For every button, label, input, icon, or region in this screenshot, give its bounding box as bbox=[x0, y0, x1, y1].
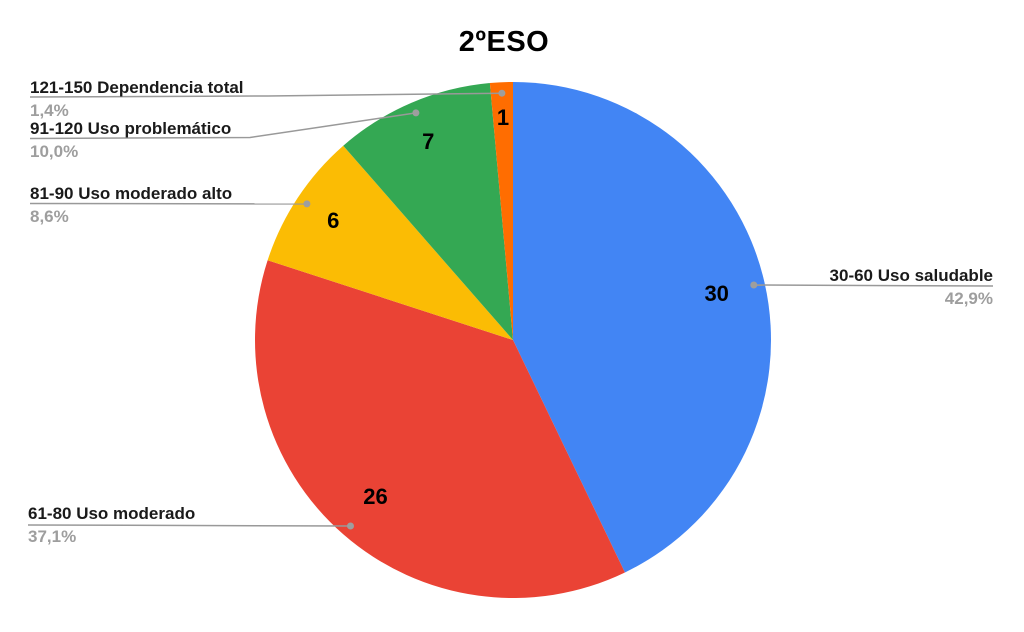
callout-uso-moderado-alto: 81-90 Uso moderado alto 8,6% bbox=[30, 184, 232, 227]
leader-dot-3 bbox=[412, 109, 420, 117]
slice-value: 6 bbox=[327, 208, 340, 234]
chart-title: 2ºESO bbox=[458, 26, 550, 58]
slice-percent: 10,0% bbox=[30, 142, 79, 161]
leader-line-4 bbox=[29, 92, 502, 98]
callout-uso-saludable: 30-60 Uso saludable 42,9% bbox=[830, 266, 993, 309]
leader-dot-4 bbox=[498, 89, 506, 97]
callout-uso-moderado: 61-80 Uso moderado 37,1% bbox=[28, 504, 195, 547]
slice-value: 7 bbox=[422, 128, 435, 154]
slice-label: 30-60 Uso saludable bbox=[829, 266, 993, 285]
slice-percent: 37,1% bbox=[28, 527, 77, 546]
leader-line-3 bbox=[29, 112, 417, 140]
leader-line-0 bbox=[753, 284, 994, 287]
slice-label: 91-120 Uso problemático bbox=[30, 119, 232, 138]
slice-label: 81-90 Uso moderado alto bbox=[30, 184, 233, 203]
slice-percent: 1,4% bbox=[30, 101, 69, 120]
pie-slice-0[interactable] bbox=[513, 82, 771, 573]
slice-percent: 8,6% bbox=[30, 207, 69, 226]
pie-slice-3[interactable] bbox=[343, 83, 513, 340]
slice-percent: 42,9% bbox=[944, 289, 993, 308]
callout-dependencia-total: 121-150 Dependencia total 1,4% bbox=[30, 78, 244, 121]
slice-value: 30 bbox=[704, 280, 729, 306]
pie-slice-2[interactable] bbox=[267, 145, 513, 340]
leader-dot-2 bbox=[303, 200, 311, 208]
leader-line-1 bbox=[27, 524, 351, 527]
pie-slice-4[interactable] bbox=[489, 82, 513, 340]
slice-value: 1 bbox=[496, 105, 510, 131]
slice-value: 26 bbox=[363, 484, 388, 510]
pie-slice-1[interactable] bbox=[255, 260, 625, 598]
slice-label: 61-80 Uso moderado bbox=[28, 504, 196, 523]
leader-dot-0 bbox=[750, 281, 758, 289]
leader-dot-1 bbox=[347, 522, 354, 530]
callout-uso-problematico: 91-120 Uso problemático 10,0% bbox=[30, 119, 231, 162]
slice-label: 121-150 Dependencia total bbox=[30, 78, 244, 97]
